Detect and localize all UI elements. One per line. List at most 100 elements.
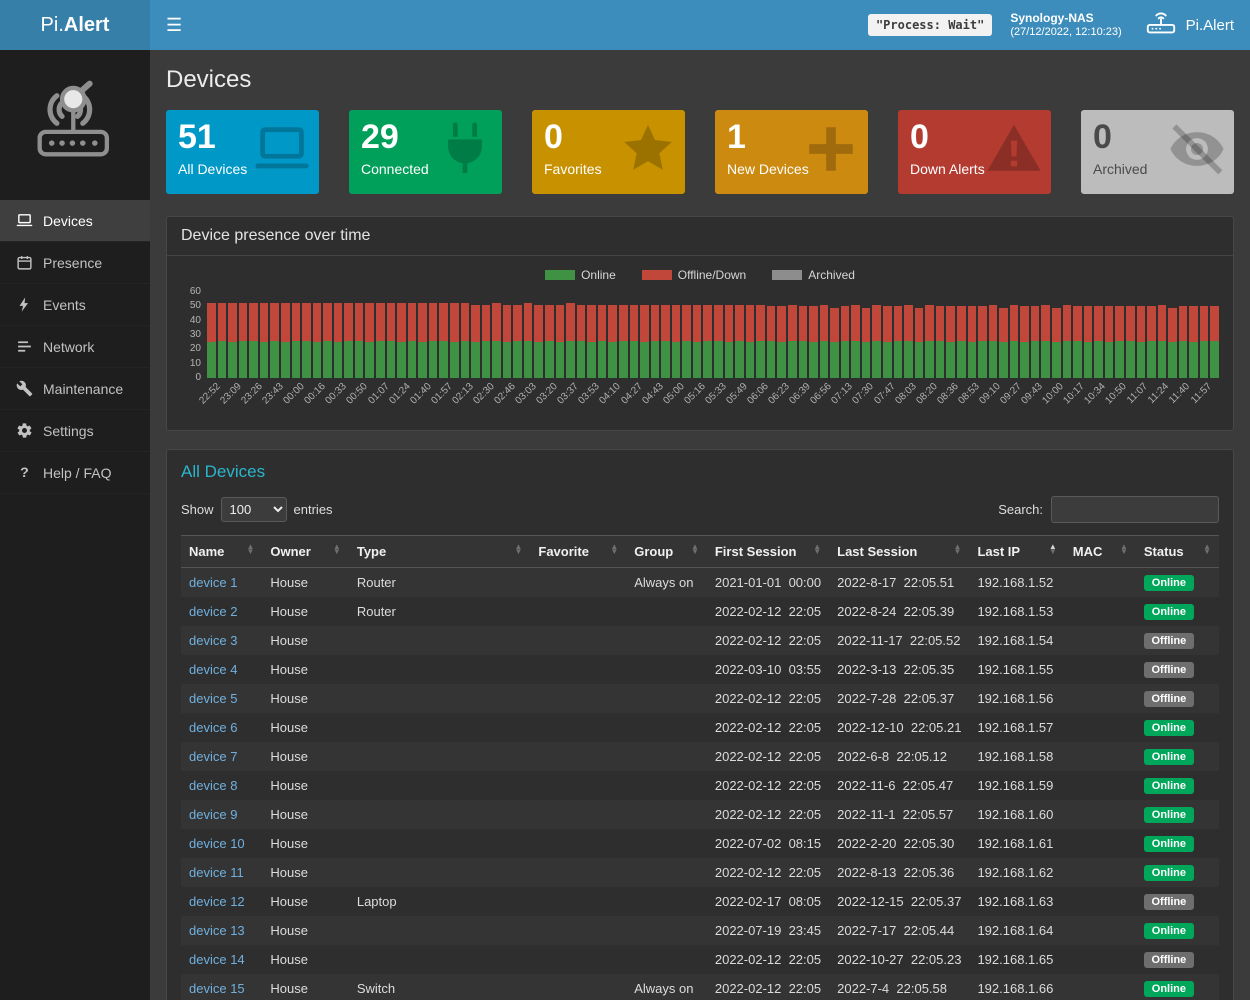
sidebar-item-help-faq[interactable]: ? Help / FAQ — [0, 452, 150, 494]
sidebar-item-devices[interactable]: Devices — [0, 200, 150, 242]
legend-item-archived[interactable]: Archived — [772, 268, 855, 282]
offline-segment — [354, 303, 364, 341]
status-badge: Online — [1143, 575, 1194, 591]
show-label: Show — [181, 502, 214, 517]
summary-card-archived[interactable]: 0 Archived — [1081, 110, 1234, 194]
sidebar-item-events[interactable]: Events — [0, 284, 150, 326]
group-cell — [626, 945, 707, 974]
device-link[interactable]: device 7 — [189, 749, 238, 764]
offline-segment — [1104, 306, 1114, 343]
presence-bar — [576, 304, 586, 378]
mac-cell — [1065, 742, 1136, 771]
group-cell — [626, 887, 707, 916]
presence-bar — [323, 303, 332, 378]
status-badge: Offline — [1143, 952, 1194, 968]
offline-segment — [228, 303, 237, 343]
sidebar-item-maintenance[interactable]: Maintenance — [0, 368, 150, 410]
device-link[interactable]: device 5 — [189, 691, 238, 706]
x-tick-label: 00:16 — [302, 381, 329, 407]
column-header-label: Status — [1143, 544, 1184, 559]
offline-segment — [1168, 307, 1177, 343]
sort-icon: ▲ ▼ — [690, 542, 699, 556]
sort-icon: ▲ ▼ — [1119, 542, 1128, 556]
column-header-last-session[interactable]: Last Session ▲ ▼ — [829, 535, 970, 568]
device-link[interactable]: device 3 — [189, 633, 238, 648]
x-tick-label: 04:27 — [618, 381, 645, 407]
device-link[interactable]: device 2 — [189, 604, 238, 619]
offline-segment — [851, 304, 860, 341]
online-segment — [618, 340, 628, 378]
status-cell: Online — [1136, 800, 1219, 829]
events-icon — [16, 296, 33, 313]
device-link[interactable]: device 6 — [189, 720, 238, 735]
presence-chart-panel: Device presence over time Online Offline/… — [166, 216, 1234, 431]
online-segment — [1210, 340, 1219, 378]
column-header-favorite[interactable]: Favorite ▲ ▼ — [530, 535, 627, 568]
table-row: device 1 House Router Always on 2021-01-01 0… — [181, 567, 1219, 597]
column-header-type[interactable]: Type ▲ ▼ — [348, 535, 531, 568]
online-segment — [1094, 340, 1103, 378]
last-ip-cell: 192.168.1.56 — [977, 691, 1054, 706]
last-session-cell: 2022-7-17 22:05.44 — [837, 923, 955, 938]
column-header-owner[interactable]: Owner ▲ ▼ — [262, 535, 349, 568]
offline-segment — [217, 303, 227, 341]
column-header-first-session[interactable]: First Session ▲ ▼ — [706, 535, 830, 568]
chart-panel-title: Device presence over time — [167, 217, 1233, 256]
main-content: Devices 51 All Devices 29 Connected 0 Favorit… — [150, 50, 1250, 1000]
y-tick-label: 50 — [189, 300, 201, 312]
device-link[interactable]: device 15 — [189, 981, 245, 996]
offline-segment — [407, 303, 417, 341]
device-link[interactable]: device 13 — [189, 923, 245, 938]
table-row: device 4 House 2022-03-10 03:55 2022-3-13 2… — [181, 655, 1219, 684]
x-tick-label: 10:00 — [1040, 381, 1067, 407]
presence-bar — [692, 304, 702, 378]
offline-segment — [978, 306, 987, 341]
legend-item-offline-down[interactable]: Offline/Down — [641, 268, 746, 282]
summary-card-favorites[interactable]: 0 Favorites — [532, 110, 685, 194]
sidebar-item-settings[interactable]: Settings — [0, 410, 150, 452]
device-link[interactable]: device 4 — [189, 662, 238, 677]
column-header-last-ip[interactable]: Last IP ▲ ▼ — [969, 535, 1065, 568]
sort-icon: ▲ ▼ — [246, 542, 255, 556]
presence-bar — [1147, 306, 1156, 378]
device-link[interactable]: device 11 — [189, 865, 244, 880]
device-link[interactable]: device 1 — [189, 575, 238, 590]
device-link[interactable]: device 14 — [189, 952, 245, 967]
summary-card-new-devices[interactable]: 1 New Devices — [715, 110, 868, 194]
online-segment — [555, 342, 565, 378]
sidebar-item-network[interactable]: Network — [0, 326, 150, 368]
last-session-cell: 2022-8-17 22:05.51 — [837, 575, 955, 590]
page-size-select[interactable]: 100 — [220, 497, 287, 522]
online-segment — [851, 340, 860, 378]
brand-logo[interactable]: Pi.Alert — [0, 0, 150, 50]
column-header-name[interactable]: Name ▲ ▼ — [181, 535, 263, 568]
sidebar-toggle-button[interactable]: ☰ — [150, 0, 198, 50]
presence-bar — [830, 307, 839, 378]
offline-segment — [640, 304, 649, 343]
device-link[interactable]: device 9 — [189, 807, 238, 822]
offline-segment — [1199, 306, 1209, 341]
column-header-status[interactable]: Status ▲ ▼ — [1135, 535, 1219, 568]
status-badge: Online — [1143, 865, 1194, 881]
sidebar-item-presence[interactable]: Presence — [0, 242, 150, 284]
name-cell: device 2 — [181, 597, 262, 626]
offline-segment — [1030, 306, 1040, 341]
search-input[interactable] — [1051, 496, 1219, 523]
x-tick-label: 22:52 — [197, 381, 223, 407]
device-link[interactable]: device 12 — [189, 894, 245, 909]
summary-card-all-devices[interactable]: 51 All Devices — [166, 110, 319, 194]
x-tick-label: 06:06 — [745, 381, 771, 407]
legend-item-online[interactable]: Online — [545, 268, 616, 282]
device-link[interactable]: device 8 — [189, 778, 238, 793]
presence-bar — [1168, 307, 1177, 378]
online-segment — [1104, 342, 1114, 378]
presence-bar — [967, 306, 977, 378]
summary-card-connected[interactable]: 29 Connected — [349, 110, 502, 194]
column-header-group[interactable]: Group ▲ ▼ — [626, 535, 707, 568]
sort-icon: ▲ ▼ — [953, 542, 962, 556]
column-header-mac[interactable]: MAC ▲ ▼ — [1064, 535, 1136, 568]
online-segment — [703, 340, 712, 378]
summary-card-down-alerts[interactable]: 0 Down Alerts — [898, 110, 1051, 194]
device-link[interactable]: device 10 — [189, 836, 245, 851]
presence-bar — [1178, 306, 1188, 378]
